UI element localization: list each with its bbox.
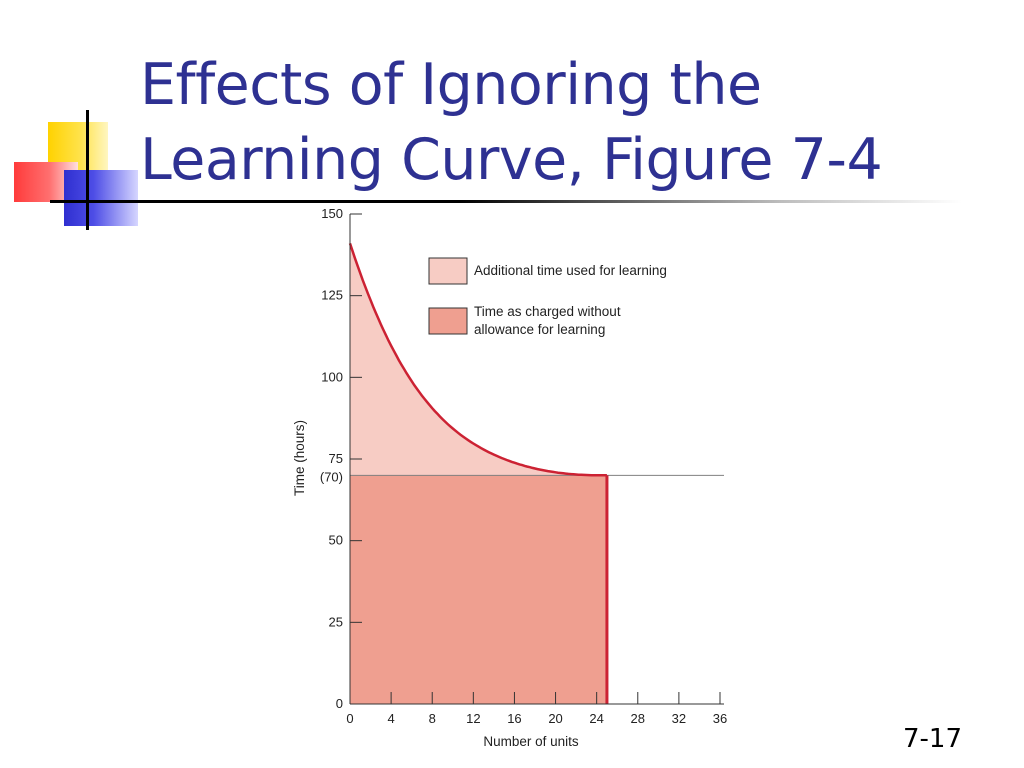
x-tick-label: 24 xyxy=(589,711,603,726)
legend-swatch-learning xyxy=(428,257,468,285)
slide-title: Effects of Ignoring the Learning Curve, … xyxy=(140,48,1000,198)
y-tick-label: 150 xyxy=(321,206,343,221)
legend-swatch-charged xyxy=(428,307,468,335)
x-axis-title: Number of units xyxy=(483,734,579,749)
charged-time-area xyxy=(350,475,607,704)
legend-label-charged-line-2: allowance for learning xyxy=(474,322,605,337)
y-tick-label: 25 xyxy=(329,614,343,629)
decor-vertical-line xyxy=(86,110,89,230)
decor-blue-square xyxy=(64,170,138,226)
legend-label-charged-line-1: Time as charged without xyxy=(474,304,621,319)
reference-line-label: (70) xyxy=(320,469,343,484)
title-underline xyxy=(50,200,962,203)
x-tick-label: 28 xyxy=(631,711,645,726)
x-tick-label: 0 xyxy=(346,711,353,726)
slide-title-line-2: Learning Curve, Figure 7-4 xyxy=(140,127,883,193)
x-tick-label: 36 xyxy=(713,711,727,726)
y-tick-label: 50 xyxy=(329,533,343,548)
y-tick-label: 75 xyxy=(329,451,343,466)
slide-number: 7-17 xyxy=(902,724,962,754)
y-tick-label: 0 xyxy=(336,696,343,711)
slide-title-line-1: Effects of Ignoring the xyxy=(140,52,762,118)
y-tick-label: 100 xyxy=(321,369,343,384)
legend-label-learning: Additional time used for learning xyxy=(474,263,667,278)
x-tick-label: 16 xyxy=(507,711,521,726)
x-tick-label: 32 xyxy=(672,711,686,726)
learning-time-area xyxy=(350,243,607,476)
x-tick-label: 20 xyxy=(548,711,562,726)
y-tick-label: 125 xyxy=(321,288,343,303)
x-tick-label: 8 xyxy=(429,711,436,726)
y-axis-title: Time (hours) xyxy=(292,420,307,496)
learning-curve-line xyxy=(348,243,607,477)
x-tick-label: 4 xyxy=(387,711,394,726)
x-tick-label: 12 xyxy=(466,711,480,726)
